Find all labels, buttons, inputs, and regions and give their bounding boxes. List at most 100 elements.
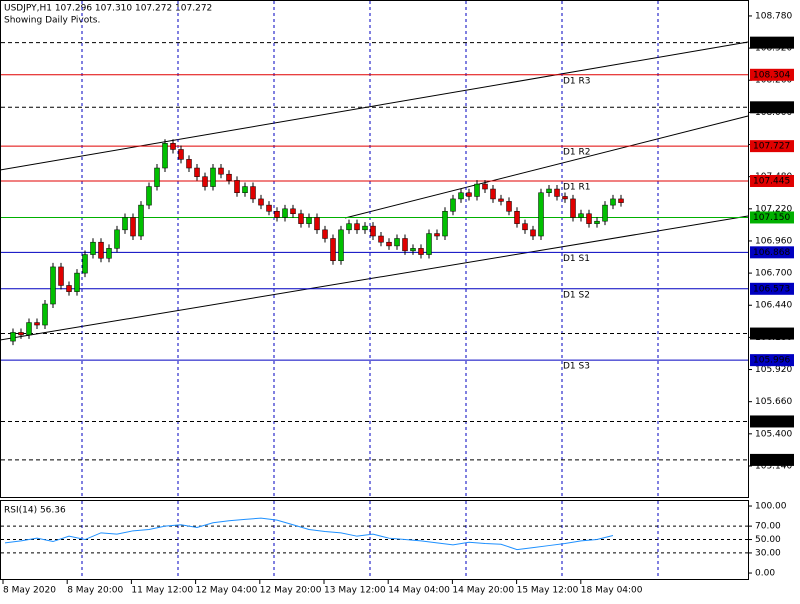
candle — [570, 198, 576, 218]
candle — [474, 183, 480, 197]
candle — [34, 322, 40, 326]
candle — [330, 238, 336, 261]
x-tick-label: 11 May 12:00 — [131, 586, 193, 596]
level-label: 108.041 — [753, 103, 790, 113]
level-label: 108.564 — [753, 38, 790, 48]
candle — [178, 149, 184, 160]
candle — [490, 188, 496, 200]
candle — [402, 238, 408, 252]
pivot-label: D1 S1 — [563, 254, 590, 264]
pivot-label: D1 S3 — [563, 362, 590, 372]
candle — [226, 173, 232, 181]
candle — [378, 235, 384, 243]
candle — [42, 303, 48, 326]
x-tick-label: 14 May 04:00 — [388, 586, 450, 596]
rsi-line — [4, 517, 614, 551]
candle — [450, 198, 456, 212]
level-label: 108.304 — [753, 70, 790, 80]
candle — [130, 217, 136, 237]
trend-line — [344, 115, 749, 219]
level-box — [750, 282, 794, 295]
candle — [594, 220, 600, 224]
candle — [258, 198, 264, 206]
level-label: 106.573 — [753, 284, 790, 294]
y-tick-label: 106.960 — [755, 236, 792, 246]
y-tick-label: 107.220 — [755, 204, 792, 214]
candle — [546, 188, 552, 193]
candle — [338, 229, 344, 261]
candle — [66, 285, 72, 292]
x-tick-label: 12 May 20:00 — [260, 586, 322, 596]
level-label: 107.727 — [753, 142, 790, 152]
candle — [530, 229, 536, 237]
level-label: 107.150 — [753, 213, 790, 223]
x-tick-label: 15 May 12:00 — [517, 586, 579, 596]
y-tick-label: 105.140 — [755, 461, 792, 471]
candle — [522, 223, 528, 231]
level-box — [750, 327, 794, 340]
candle — [482, 183, 488, 190]
candle — [578, 213, 584, 218]
y-tick-label: 106.700 — [755, 269, 792, 279]
candle — [122, 217, 128, 231]
y-tick-label: 105.400 — [755, 429, 792, 439]
candle — [322, 229, 328, 239]
candle — [82, 254, 88, 274]
candle — [202, 176, 208, 187]
candle — [218, 167, 224, 175]
level-box — [750, 140, 794, 153]
candle — [370, 225, 376, 237]
candle — [506, 201, 512, 212]
level-label: 106.211 — [753, 329, 790, 339]
candle — [90, 241, 96, 255]
candle — [210, 167, 216, 187]
candle — [386, 241, 392, 247]
candle — [434, 233, 440, 237]
x-tick-label: 18 May 04:00 — [581, 586, 643, 596]
candle — [618, 198, 624, 203]
candle — [106, 248, 112, 259]
rsi-tick-label: 100.00 — [755, 502, 787, 512]
candle — [298, 213, 304, 224]
candle — [602, 204, 608, 222]
candle — [146, 186, 152, 206]
trend-lines — [0, 41, 749, 341]
candle — [194, 167, 200, 177]
candle — [466, 192, 472, 197]
chart-title: USDJPY,H1 107.296 107.310 107.272 107.27… — [4, 4, 212, 14]
chart-subtitle: Showing Daily Pivots. — [4, 16, 100, 26]
candle — [306, 217, 312, 224]
candle — [362, 225, 368, 231]
candle — [50, 266, 56, 305]
candle — [410, 248, 416, 252]
rsi-tick-label: 70.00 — [755, 522, 781, 532]
candle — [58, 266, 64, 286]
candle — [282, 208, 288, 218]
level-label: 105.996 — [753, 356, 790, 366]
level-box — [750, 36, 794, 49]
candle — [346, 223, 352, 231]
candle — [10, 332, 16, 342]
level-box — [750, 101, 794, 114]
level-box — [750, 415, 794, 428]
candle — [162, 143, 168, 169]
candle — [498, 198, 504, 202]
pivot-label: D1 S2 — [563, 290, 590, 300]
level-label: 107.445 — [753, 176, 790, 186]
candle — [394, 238, 400, 247]
level-label: 105.500 — [753, 417, 790, 427]
candle — [74, 272, 80, 292]
pivot-label: D1 R2 — [563, 148, 591, 158]
x-tick-label: 14 May 20:00 — [452, 586, 514, 596]
candle — [354, 223, 360, 231]
candle — [18, 332, 24, 336]
candle — [242, 186, 248, 193]
candle — [114, 229, 120, 249]
x-tick-label: 8 May 2020 — [3, 586, 56, 596]
candle — [562, 196, 568, 200]
pivot-label: D1 R3 — [563, 76, 591, 86]
level-box — [750, 354, 794, 367]
candle — [274, 211, 280, 218]
